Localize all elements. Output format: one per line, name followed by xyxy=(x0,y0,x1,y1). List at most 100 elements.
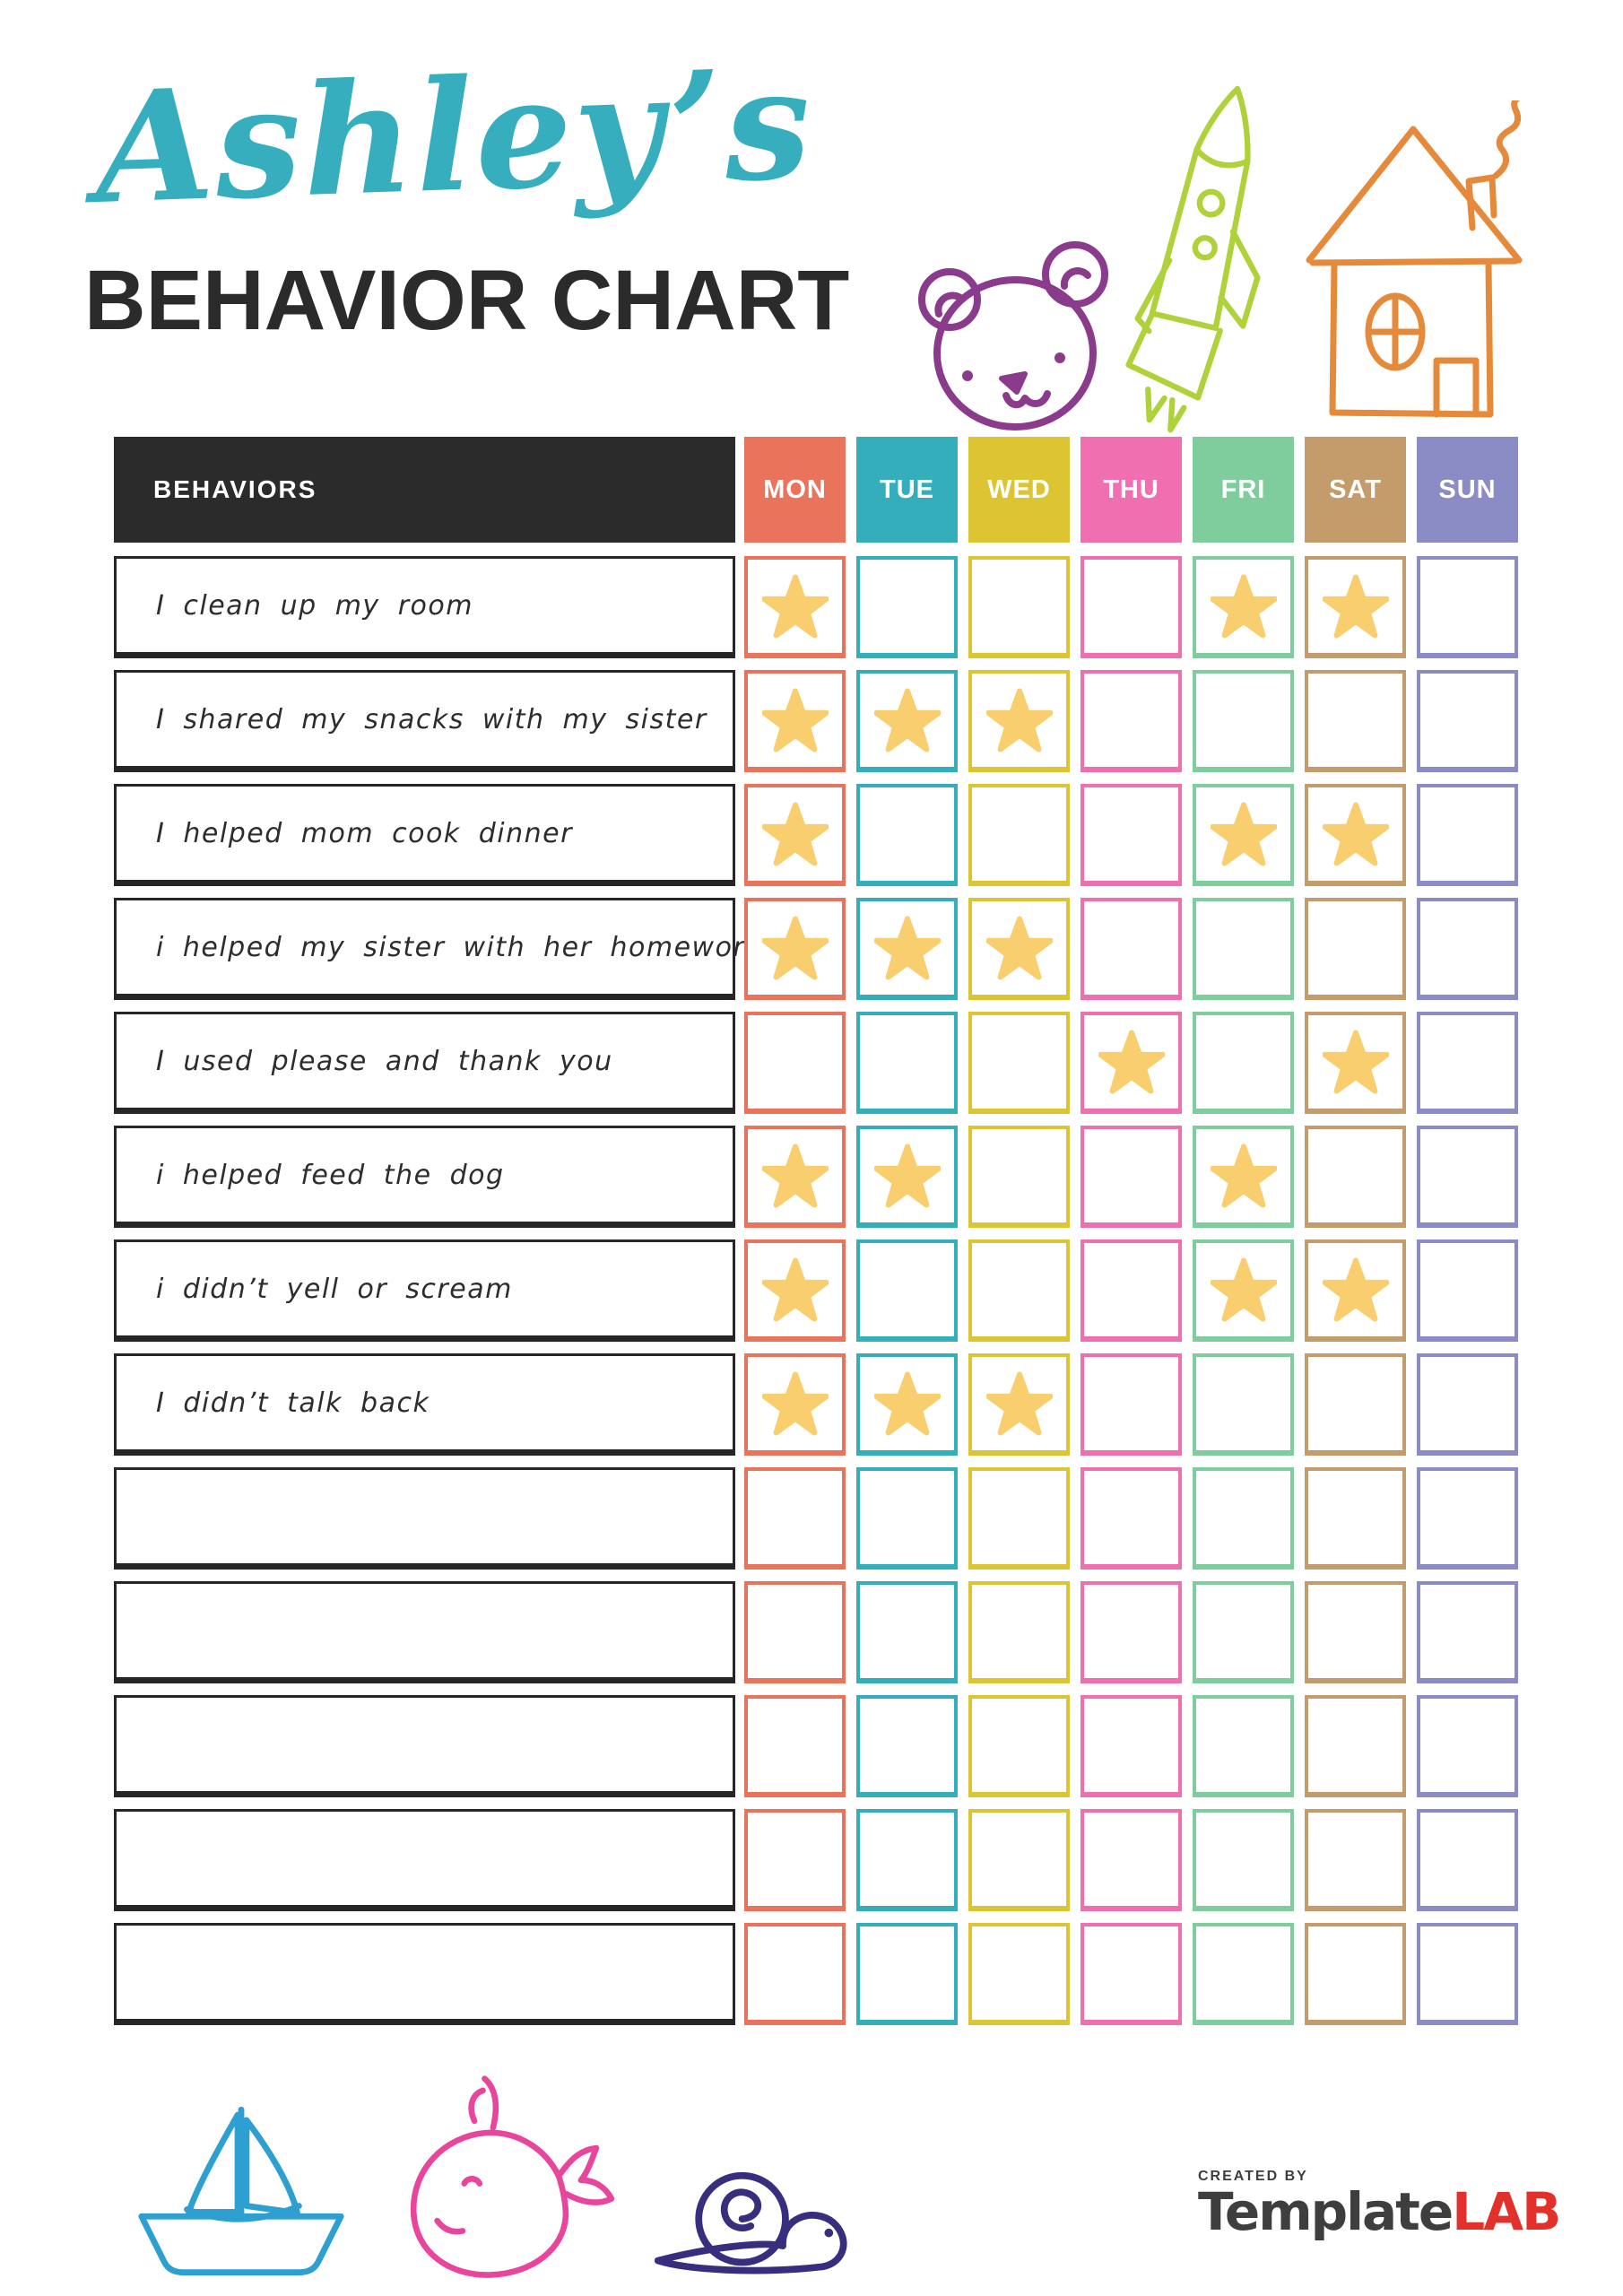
day-cells xyxy=(744,784,1518,886)
day-cell-sat xyxy=(1305,784,1406,886)
day-cell-wed xyxy=(968,784,1070,886)
behaviors-column-header: BEHAVIORS xyxy=(114,437,735,543)
table-row: I used please and thank you xyxy=(114,1012,1518,1114)
day-cell-sun xyxy=(1417,1126,1518,1228)
day-cell-sat xyxy=(1305,1239,1406,1342)
day-cell-fri xyxy=(1193,1581,1294,1683)
teddy-bear-icon xyxy=(918,241,1108,430)
day-cell-fri xyxy=(1193,1923,1294,2025)
day-cell-thu xyxy=(1081,1012,1182,1114)
day-cell-thu xyxy=(1081,1239,1182,1342)
behavior-chart-table: BEHAVIORS MON TUE WED THU FRI SAT SUN I clean … xyxy=(114,437,1518,2037)
day-cells xyxy=(744,1809,1518,1911)
day-cell-sat xyxy=(1305,1012,1406,1114)
day-cell-mon xyxy=(744,1695,846,1797)
day-cell-sat xyxy=(1305,898,1406,1000)
day-cell-thu xyxy=(1081,1809,1182,1911)
day-cell-tue xyxy=(856,1126,958,1228)
day-cells xyxy=(744,898,1518,1000)
day-cell-fri xyxy=(1193,556,1294,658)
star-icon xyxy=(1322,574,1389,639)
day-cell-tue xyxy=(856,1809,958,1911)
behavior-label: i didn’t yell or scream xyxy=(114,1239,735,1342)
day-headers: MON TUE WED THU FRI SAT SUN xyxy=(744,437,1518,543)
star-icon xyxy=(761,1144,829,1208)
day-cell-tue xyxy=(856,1695,958,1797)
day-header-mon: MON xyxy=(744,437,846,543)
table-row: i helped feed the dog xyxy=(114,1126,1518,1228)
star-icon xyxy=(1210,1144,1277,1208)
day-cell-thu xyxy=(1081,670,1182,772)
star-icon xyxy=(1210,574,1277,639)
rows: I clean up my room I shared my snacks wit… xyxy=(114,556,1518,2025)
day-cell-tue xyxy=(856,1239,958,1342)
table-row xyxy=(114,1467,1518,1570)
day-header-wed: WED xyxy=(968,437,1070,543)
whale-icon xyxy=(410,2075,615,2278)
star-icon xyxy=(1322,1030,1389,1094)
day-cell-sat xyxy=(1305,670,1406,772)
day-cell-wed xyxy=(968,1923,1070,2025)
day-cell-mon xyxy=(744,670,846,772)
behavior-label xyxy=(114,1467,735,1570)
day-cell-sat xyxy=(1305,1809,1406,1911)
star-icon xyxy=(1322,802,1389,866)
day-cell-thu xyxy=(1081,1353,1182,1456)
table-row xyxy=(114,1809,1518,1911)
day-cell-mon xyxy=(744,1467,846,1570)
star-icon xyxy=(1098,1030,1165,1094)
rocket-icon xyxy=(1125,85,1261,433)
day-header-sun: SUN xyxy=(1417,437,1518,543)
snail-icon xyxy=(654,2171,847,2274)
day-cell-sat xyxy=(1305,1353,1406,1456)
day-cell-thu xyxy=(1081,898,1182,1000)
day-cell-fri xyxy=(1193,1353,1294,1456)
day-cell-sun xyxy=(1417,1239,1518,1342)
day-cell-wed xyxy=(968,1012,1070,1114)
page-title: BEHAVIOR CHART xyxy=(84,253,850,348)
day-cell-sat xyxy=(1305,1467,1406,1570)
behavior-label xyxy=(114,1923,735,2025)
star-icon xyxy=(985,916,1053,980)
brand-primary: Template xyxy=(1198,2181,1454,2242)
day-cell-thu xyxy=(1081,1581,1182,1683)
star-icon xyxy=(985,688,1053,752)
day-cells xyxy=(744,1467,1518,1570)
table-row xyxy=(114,1695,1518,1797)
table-row: i helped my sister with her homework xyxy=(114,898,1518,1000)
day-cell-fri xyxy=(1193,784,1294,886)
day-cell-wed xyxy=(968,1353,1070,1456)
day-cell-wed xyxy=(968,898,1070,1000)
day-cell-sat xyxy=(1305,1695,1406,1797)
day-cell-fri xyxy=(1193,1467,1294,1570)
day-cell-sun xyxy=(1417,1581,1518,1683)
day-cell-sun xyxy=(1417,670,1518,772)
day-cell-mon xyxy=(744,1923,846,2025)
day-cells xyxy=(744,1581,1518,1683)
table-row: I shared my snacks with my sister xyxy=(114,670,1518,772)
star-icon xyxy=(761,802,829,866)
day-cell-sat xyxy=(1305,1581,1406,1683)
day-cell-tue xyxy=(856,670,958,772)
day-cell-wed xyxy=(968,1126,1070,1228)
day-cell-sun xyxy=(1417,784,1518,886)
child-name-title: Ashley’s xyxy=(91,34,816,239)
star-icon xyxy=(873,916,941,980)
day-cell-mon xyxy=(744,1012,846,1114)
day-cell-sun xyxy=(1417,556,1518,658)
day-cell-wed xyxy=(968,1695,1070,1797)
day-cell-fri xyxy=(1193,1695,1294,1797)
behavior-label xyxy=(114,1809,735,1911)
sailboat-icon xyxy=(138,2106,344,2276)
star-icon xyxy=(873,1144,941,1208)
day-cell-wed xyxy=(968,1809,1070,1911)
day-cell-sat xyxy=(1305,1126,1406,1228)
day-cell-sun xyxy=(1417,1809,1518,1911)
star-icon xyxy=(761,1257,829,1322)
day-cells xyxy=(744,1126,1518,1228)
day-cell-tue xyxy=(856,1012,958,1114)
day-cell-thu xyxy=(1081,1126,1182,1228)
behavior-label: i helped my sister with her homework xyxy=(114,898,761,1000)
day-cell-tue xyxy=(856,898,958,1000)
day-cell-sun xyxy=(1417,1923,1518,2025)
